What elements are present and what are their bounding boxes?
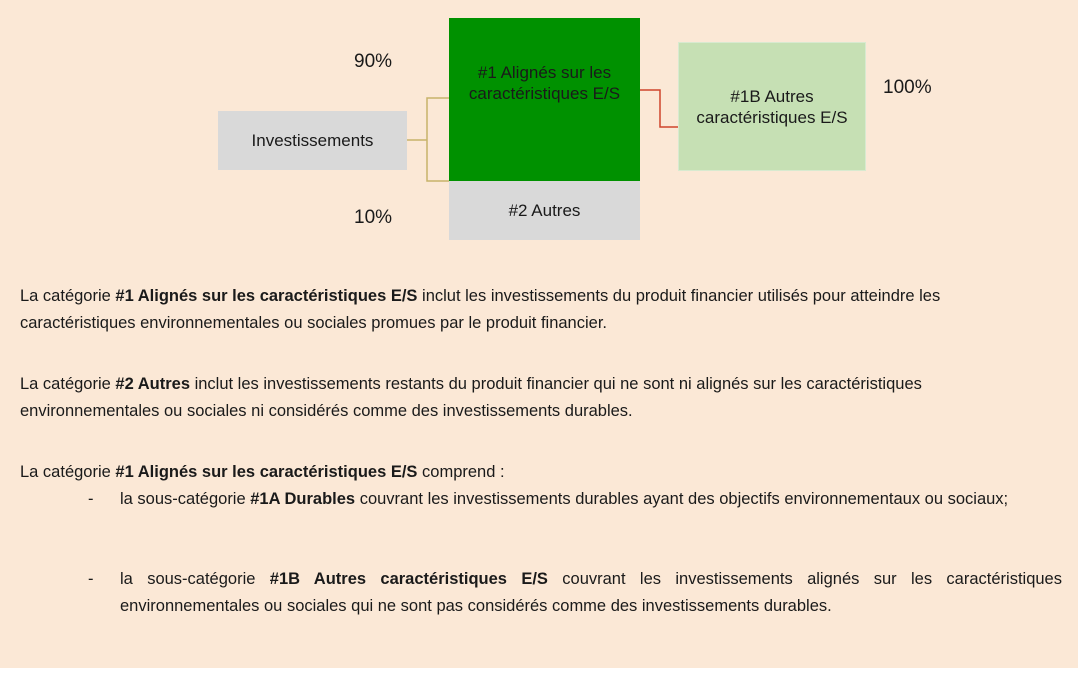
bold-text: #1 Alignés sur les caractéristiques E/S xyxy=(115,287,418,305)
text: La catégorie xyxy=(20,463,116,481)
sub-box: #1B Autres caractéristiques E/S xyxy=(678,42,866,171)
node-label: #2 Autres xyxy=(508,201,581,220)
bold-text: #1B Autres caractéristiques E/S xyxy=(269,570,548,588)
list-marker: - xyxy=(88,570,94,588)
text: inclut les investissements du produit fi… xyxy=(20,287,941,332)
node-box: #1 Alignés sur les caractéristiques E/S xyxy=(449,18,640,181)
share-label: 90% xyxy=(354,51,393,72)
root-label: Investissements xyxy=(251,131,374,150)
paragraph: La catégorie #2 Autres inclut les invest… xyxy=(20,371,1060,425)
text: la sous-catégorie xyxy=(120,570,270,588)
text: La catégorie xyxy=(20,375,116,393)
node-label: #1 Alignés sur les caractéristiques E/S xyxy=(468,63,621,103)
text: inclut les investissements restants du p… xyxy=(20,375,922,420)
list-marker: - xyxy=(88,490,94,508)
share-label: 10% xyxy=(354,207,393,228)
paragraph: La catégorie #1 Alignés sur les caractér… xyxy=(20,459,1060,486)
sub-label: #1B Autres caractéristiques E/S xyxy=(696,86,848,127)
text: couvrant les investissements alignés sur… xyxy=(120,570,1062,615)
text: la sous-catégorie xyxy=(120,490,251,508)
text: couvrant les investissements durables ay… xyxy=(355,490,1009,508)
text: comprend : xyxy=(417,463,505,481)
list-item: la sous-catégorie #1A Durables couvrant … xyxy=(120,486,1062,513)
paragraph: La catégorie #1 Alignés sur les caractér… xyxy=(20,283,1060,337)
root-box: Investissements xyxy=(218,111,407,170)
list-item: la sous-catégorie #1B Autres caractérist… xyxy=(120,566,1062,620)
bracket xyxy=(426,97,449,182)
node-box: #2 Autres xyxy=(449,181,640,240)
bold-text: #2 Autres xyxy=(115,375,190,393)
share-label: 100% xyxy=(883,77,932,98)
connector xyxy=(640,89,678,128)
text: La catégorie xyxy=(20,287,116,305)
connectors xyxy=(407,89,678,182)
bold-text: #1A Durables xyxy=(250,490,356,508)
bold-text: #1 Alignés sur les caractéristiques E/S xyxy=(115,463,418,481)
